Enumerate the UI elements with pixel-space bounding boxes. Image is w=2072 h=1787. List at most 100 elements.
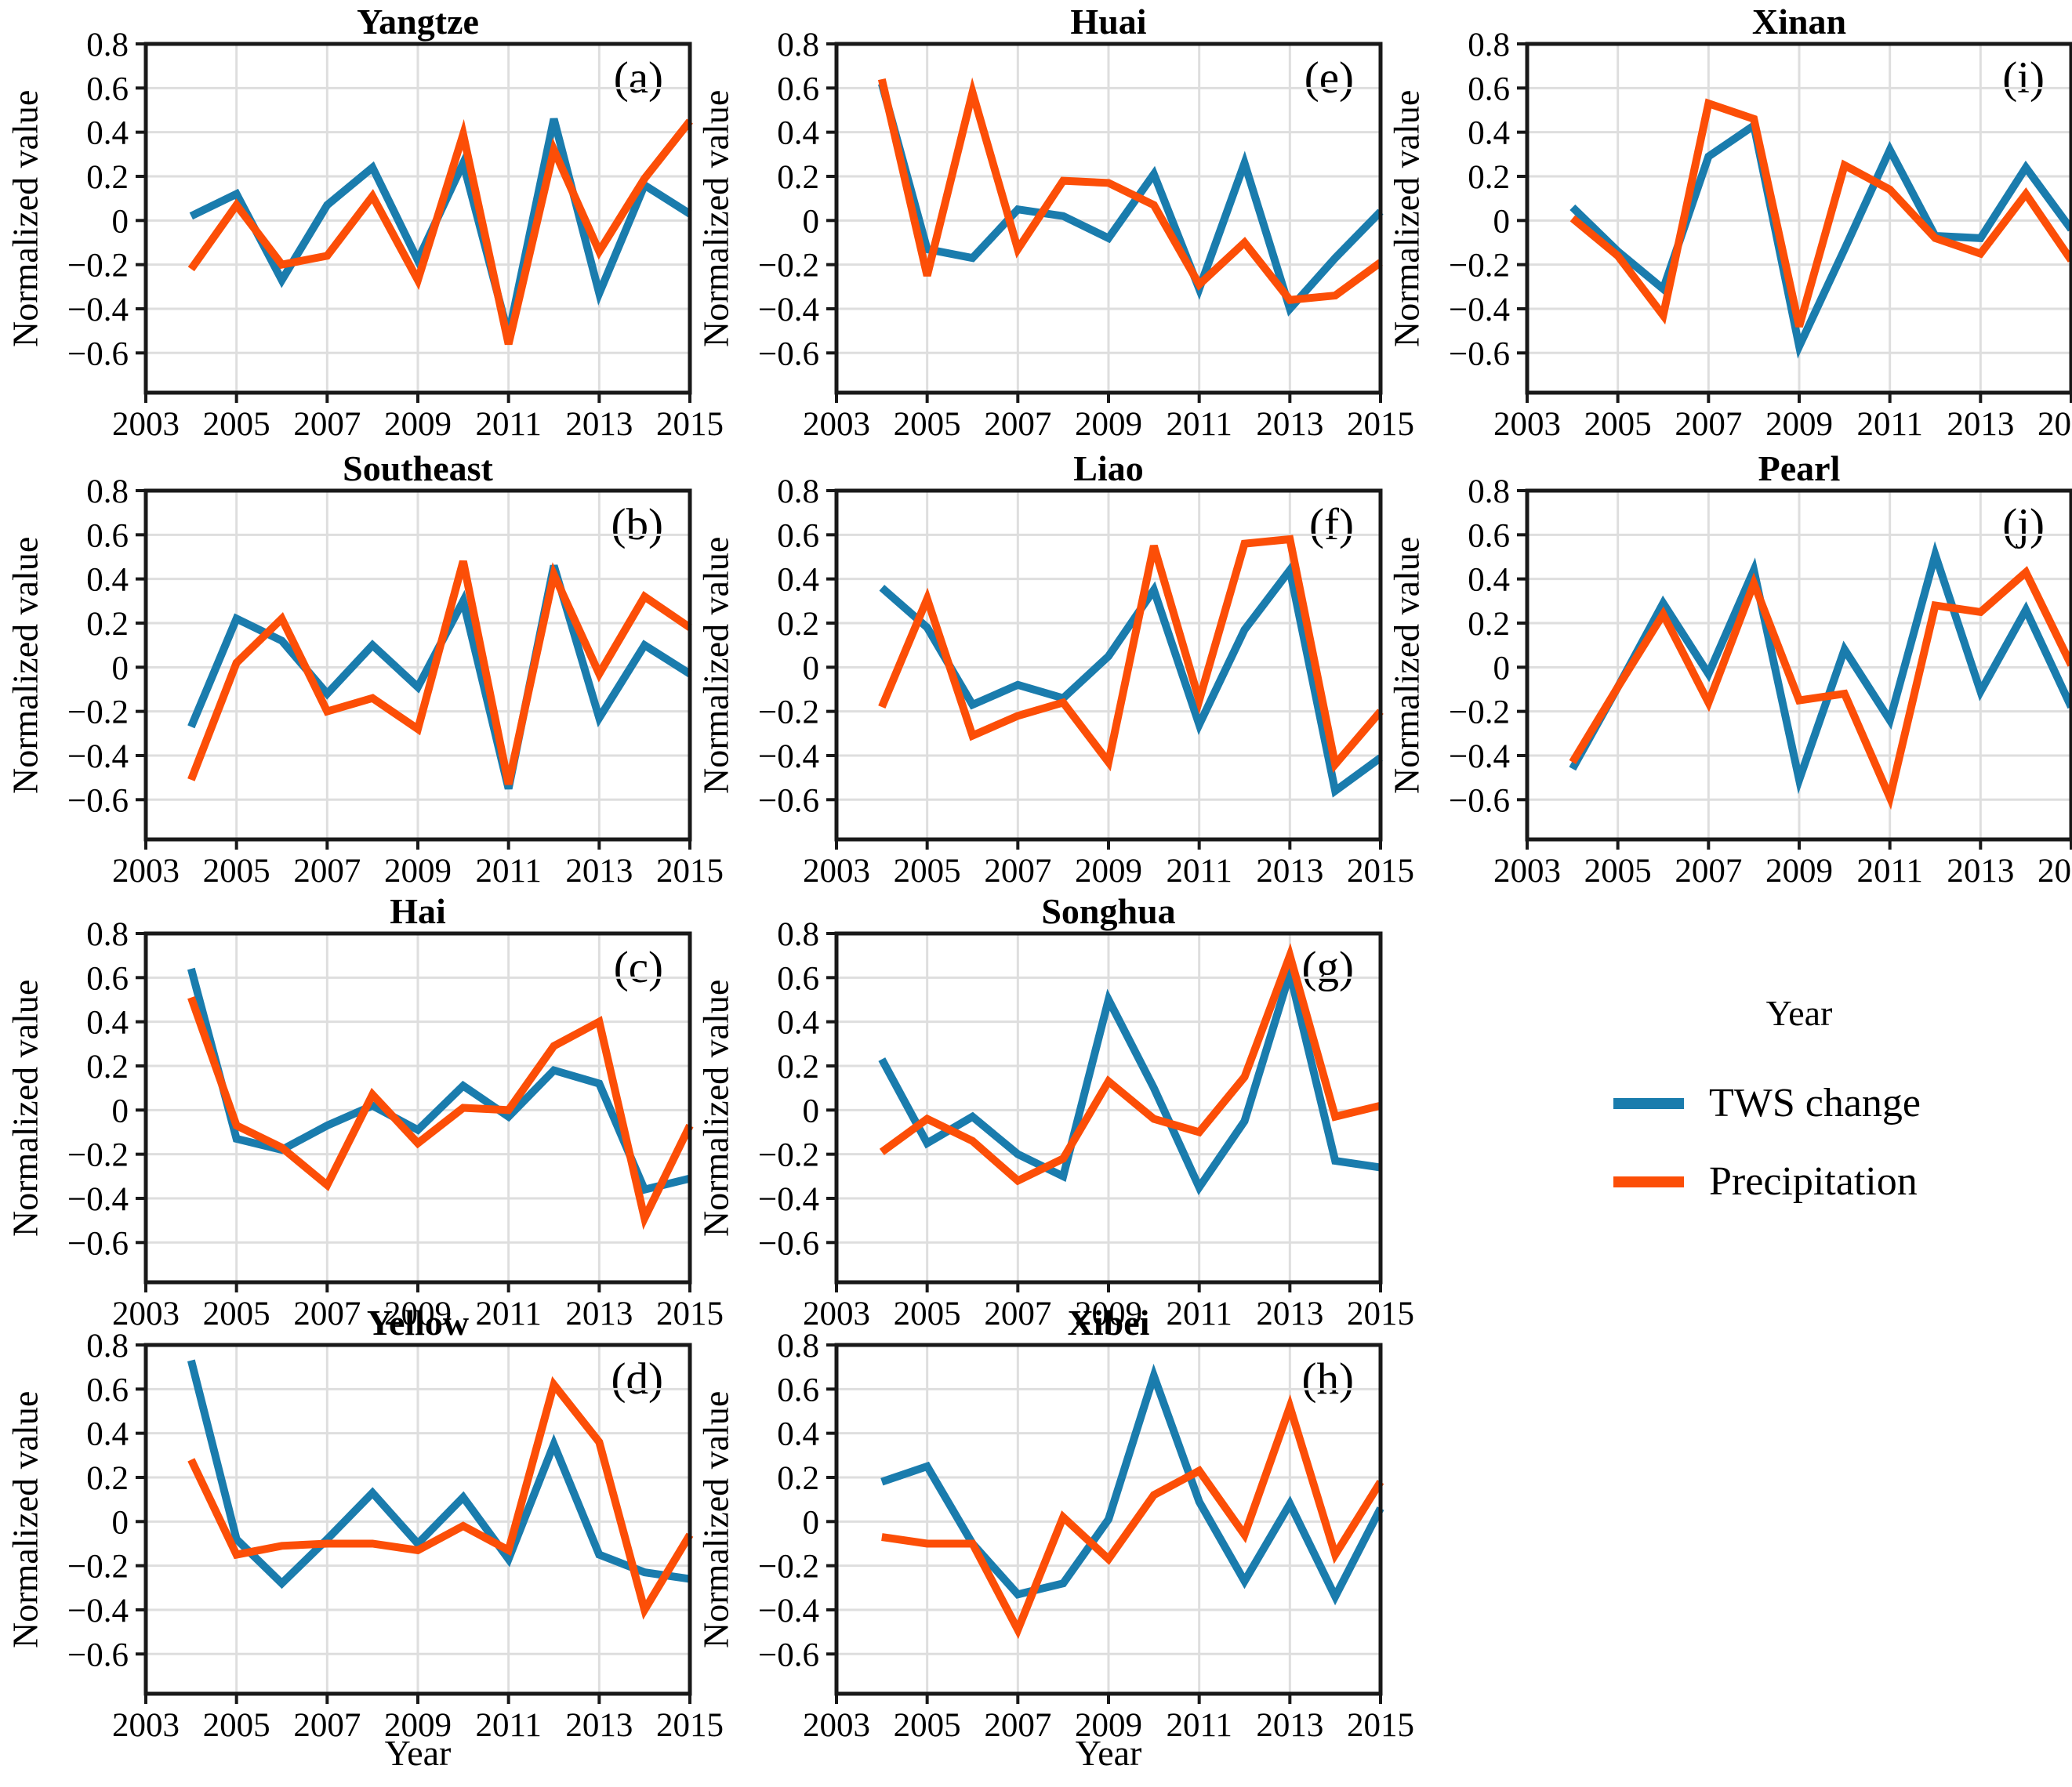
panel-letter: (d) [611, 1354, 663, 1404]
gridlines [146, 44, 690, 393]
x-tick-label: 2015 [656, 1707, 724, 1744]
x-tick-label: 2009 [1075, 1296, 1142, 1332]
panel-title: Yangtze [357, 2, 479, 42]
y-tick-label: 0 [112, 1504, 129, 1541]
panel-title: Huai [1070, 2, 1147, 42]
panel-title: Songhua [1041, 891, 1176, 931]
y-tick-label: −0.6 [758, 335, 819, 372]
y-tick-label: 0.8 [86, 1328, 129, 1365]
panel-title: Xinan [1751, 2, 1847, 42]
y-tick-label: 0 [803, 1093, 820, 1129]
x-tick-label: 2005 [203, 853, 270, 890]
y-tick-label: 0.8 [777, 916, 819, 953]
tick-labels: 2003 2005 2007 2009 2011 2013 2015 0.8 0.6 0.4 0.2… [67, 916, 724, 1332]
precipitation-line [1569, 98, 2072, 328]
x-tick-label: 2015 [656, 406, 724, 443]
panel-letter: (i) [2002, 53, 2045, 103]
y-tick-label: −0.4 [758, 738, 819, 775]
y-tick-label: 0.8 [1468, 27, 1510, 63]
x-tick-label: 2011 [1166, 406, 1232, 443]
x-tick-label: 2013 [565, 406, 633, 443]
axis-ticks [826, 42, 1382, 403]
y-tick-label: 0.2 [777, 1460, 819, 1497]
x-axis-label: Year [384, 1733, 452, 1773]
precipitation-line [187, 560, 692, 785]
y-tick-label: 0.4 [777, 115, 819, 152]
x-tick-label: 2009 [384, 853, 452, 890]
y-tick-label: 0.2 [86, 1460, 129, 1497]
y-tick-label: 0.4 [1468, 562, 1510, 599]
y-tick-label: −0.4 [758, 1181, 819, 1218]
y-tick-label: −0.4 [67, 1593, 129, 1629]
panel-title: Hai [390, 891, 446, 931]
axis-ticks [826, 489, 1382, 850]
line-plot: 2003 2005 2007 2009 2011 2013 2015 0.8 0.6 0.4 0.2… [758, 27, 1414, 443]
panel-letter: (a) [613, 53, 663, 103]
y-tick-label: −0.4 [758, 292, 819, 328]
x-tick-label: 2011 [1166, 1296, 1232, 1332]
panel-yellow: Yellow (d) Normalized value 2003 2005 2007… [0, 1301, 724, 1787]
x-tick-label: 2003 [112, 1707, 180, 1744]
axis-ticks [826, 1343, 1382, 1704]
panel-xinan: Xinan (i) Normalized value 2003 2005 2007 2… [1381, 0, 2072, 486]
tick-labels: 2003 2005 2007 2009 2011 2013 2015 0.8 0.6 0.4 0.2… [67, 473, 724, 890]
y-tick-label: 0.6 [777, 1372, 819, 1408]
line-plot: 2003 2005 2007 2009 2011 2013 2015 0.8 0.6 0.4 0.2… [758, 473, 1414, 890]
y-tick-label: 0.4 [777, 1005, 819, 1042]
x-tick-label: 2003 [803, 1296, 870, 1332]
panel-letter: (c) [613, 943, 663, 992]
x-tick-label: 2015 [656, 853, 724, 890]
x-tick-label: 2013 [1947, 853, 2014, 890]
y-tick-label: −0.2 [67, 1137, 129, 1174]
y-tick-label: 0.8 [86, 916, 129, 953]
y-tick-label: 0.6 [777, 517, 819, 554]
line-plot: 2003 2005 2007 2009 2011 2013 2015 0.8 0.6 0.4 0.2… [1449, 27, 2072, 443]
y-tick-label: −0.4 [758, 1593, 819, 1629]
y-tick-label: −0.6 [67, 335, 129, 372]
y-tick-label: −0.2 [1449, 694, 1510, 731]
y-tick-label: −0.2 [67, 1549, 129, 1586]
y-tick-label: 0.4 [86, 562, 129, 599]
y-tick-label: 0.6 [86, 1372, 129, 1408]
y-tick-label: 0 [803, 1504, 820, 1541]
x-tick-label: 2013 [565, 853, 633, 890]
x-tick-label: 2009 [1075, 406, 1142, 443]
precipitation-line [187, 996, 694, 1231]
axis-ticks [136, 489, 691, 850]
x-tick-label: 2013 [1256, 1296, 1323, 1332]
panel-letter: (f) [1309, 500, 1354, 549]
panel-letter: (b) [611, 500, 663, 549]
precipitation-line [877, 77, 1383, 304]
x-tick-label: 2005 [203, 406, 270, 443]
x-tick-label: 2009 [384, 406, 452, 443]
x-tick-label: 2013 [1256, 1707, 1323, 1744]
x-tick-label: 2003 [1493, 406, 1561, 443]
y-tick-label: 0.8 [777, 473, 819, 510]
x-tick-label: 2005 [894, 406, 961, 443]
panel-hai: Hai (c) Normalized value 2003 2005 2007 200… [0, 890, 724, 1376]
x-tick-label: 2015 [2038, 406, 2072, 443]
x-tick-label: 2003 [803, 1707, 870, 1744]
precipitation-line [187, 1376, 694, 1620]
x-tick-label: 2011 [1166, 853, 1232, 890]
x-axis-label: Year [1765, 993, 1833, 1033]
x-tick-label: 2005 [894, 1707, 961, 1744]
x-tick-label: 2007 [293, 1707, 361, 1744]
x-tick-label: 2007 [984, 1707, 1051, 1744]
y-tick-label: −0.6 [758, 782, 819, 819]
tick-labels: 2003 2005 2007 2009 2011 2013 2015 0.8 0.6 0.4 0.2… [758, 1328, 1414, 1744]
y-tick-label: −0.6 [67, 1637, 129, 1673]
y-tick-label: −0.4 [1449, 738, 1510, 775]
y-tick-label: −0.4 [67, 1181, 129, 1218]
y-tick-label: 0.2 [1468, 159, 1510, 196]
axis-ticks [136, 932, 691, 1292]
legend-label: TWS change [1709, 1081, 1921, 1125]
y-tick-label: −0.2 [758, 1137, 819, 1174]
line-plot: 2003 2005 2007 2009 2011 2013 2015 0.8 0.6 0.4 0.2… [758, 1328, 1414, 1744]
x-tick-label: 2013 [565, 1296, 633, 1332]
y-tick-label: −0.4 [67, 738, 129, 775]
y-tick-label: 0.2 [777, 1049, 819, 1086]
line-plot: 2003 2005 2007 2009 2011 2013 2015 0.8 0.6 0.4 0.2… [67, 1328, 724, 1744]
x-tick-label: 2011 [475, 853, 541, 890]
x-tick-label: 2013 [1256, 853, 1323, 890]
